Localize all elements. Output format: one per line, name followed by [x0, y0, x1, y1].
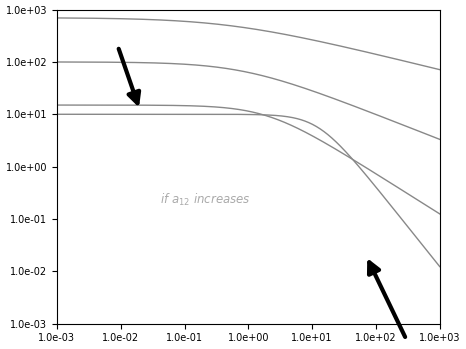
Text: if a$_{12}$ increases: if a$_{12}$ increases: [160, 192, 251, 208]
